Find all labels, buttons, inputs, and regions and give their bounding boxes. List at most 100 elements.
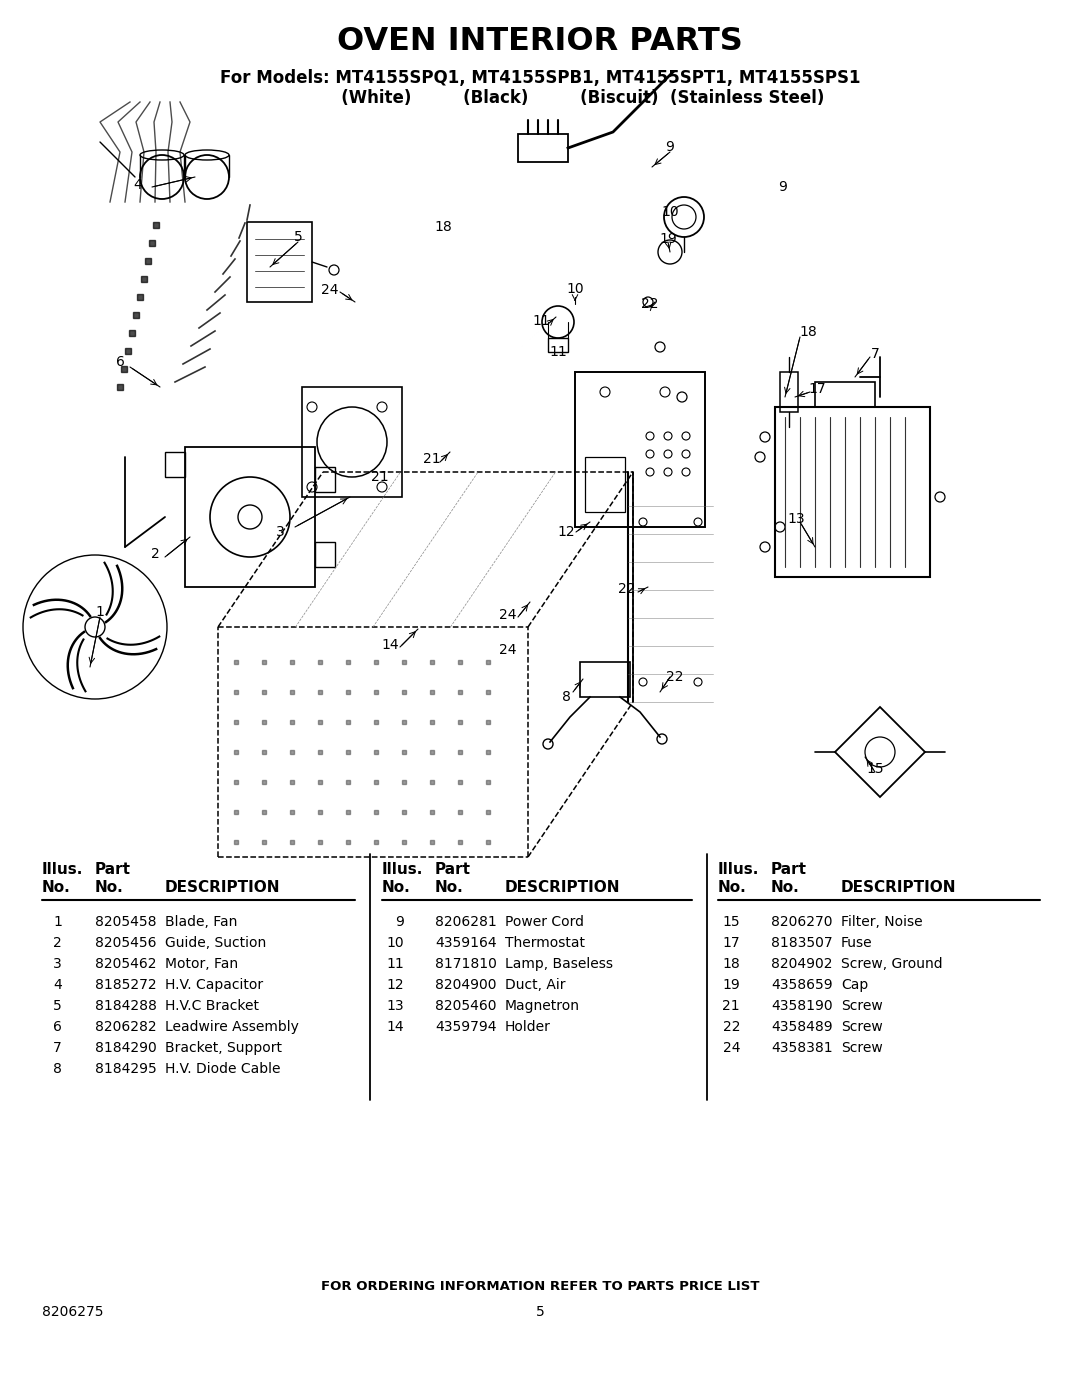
Text: 18: 18	[434, 219, 451, 235]
Text: 8: 8	[53, 1062, 62, 1076]
Text: Duct, Air: Duct, Air	[505, 978, 566, 992]
Bar	[585, 457, 625, 511]
Text: 8205462: 8205462	[95, 957, 157, 971]
Text: No.: No.	[718, 880, 746, 895]
Text: 17: 17	[808, 381, 826, 395]
Text: 8: 8	[562, 690, 570, 704]
Text: 8206275: 8206275	[42, 1305, 104, 1319]
Text: 8205460: 8205460	[435, 999, 497, 1013]
Text: 1: 1	[53, 915, 62, 929]
Bar	[247, 222, 312, 302]
Text: Illus.: Illus.	[42, 862, 83, 877]
Bar	[302, 387, 402, 497]
Text: Fuse: Fuse	[841, 936, 873, 950]
Text: 17: 17	[723, 936, 740, 950]
Text: 8206270: 8206270	[771, 915, 833, 929]
Text: 24: 24	[499, 643, 516, 657]
Text: H.V. Capacitor: H.V. Capacitor	[165, 978, 264, 992]
Text: Leadwire Assembly: Leadwire Assembly	[165, 1020, 299, 1034]
Text: 13: 13	[787, 511, 805, 527]
Text: 22: 22	[666, 671, 684, 685]
Text: No.: No.	[95, 880, 124, 895]
Text: Lamp, Baseless: Lamp, Baseless	[505, 957, 613, 971]
Text: Cap: Cap	[841, 978, 868, 992]
Text: (White)         (Black)         (Biscuit)  (Stainless Steel): (White) (Black) (Biscuit) (Stainless Ste…	[255, 89, 825, 108]
Bar	[815, 381, 875, 407]
Bar	[518, 134, 568, 162]
Text: 4358489: 4358489	[771, 1020, 833, 1034]
Text: Part: Part	[435, 862, 471, 877]
Text: Holder: Holder	[505, 1020, 551, 1034]
Text: 19: 19	[723, 978, 740, 992]
Text: 6: 6	[53, 1020, 62, 1034]
Text: Motor, Fan: Motor, Fan	[165, 957, 238, 971]
Text: 8185272: 8185272	[95, 978, 157, 992]
Text: 12: 12	[557, 525, 575, 539]
Text: 21: 21	[372, 469, 389, 483]
Text: 8204902: 8204902	[771, 957, 833, 971]
Text: 8205458: 8205458	[95, 915, 157, 929]
Text: 14: 14	[387, 1020, 404, 1034]
Text: 4358659: 4358659	[771, 978, 833, 992]
Text: 24: 24	[723, 1041, 740, 1055]
Text: No.: No.	[382, 880, 410, 895]
Text: 21: 21	[423, 453, 441, 467]
Text: Bracket, Support: Bracket, Support	[165, 1041, 282, 1055]
Text: 10: 10	[661, 205, 679, 219]
Text: H.V. Diode Cable: H.V. Diode Cable	[165, 1062, 281, 1076]
Bar	[575, 372, 705, 527]
Text: 22: 22	[723, 1020, 740, 1034]
Text: 22: 22	[642, 298, 659, 312]
Text: 5: 5	[53, 999, 62, 1013]
Text: Screw: Screw	[841, 1041, 882, 1055]
Text: No.: No.	[42, 880, 71, 895]
Text: 2: 2	[150, 548, 160, 562]
Text: For Models: MT4155SPQ1, MT4155SPB1, MT4155SPT1, MT4155SPS1: For Models: MT4155SPQ1, MT4155SPB1, MT41…	[219, 68, 861, 87]
Text: Part: Part	[95, 862, 131, 877]
Text: 11: 11	[387, 957, 404, 971]
Text: Power Cord: Power Cord	[505, 915, 584, 929]
Text: 15: 15	[723, 915, 740, 929]
Text: 4358381: 4358381	[771, 1041, 833, 1055]
Text: 21: 21	[723, 999, 740, 1013]
Text: 11: 11	[549, 345, 567, 359]
Bar	[580, 662, 630, 697]
Text: Illus.: Illus.	[718, 862, 759, 877]
Text: 8184288: 8184288	[95, 999, 157, 1013]
Text: Illus.: Illus.	[382, 862, 423, 877]
Text: 8184290: 8184290	[95, 1041, 157, 1055]
Text: Part: Part	[771, 862, 807, 877]
Text: Screw, Ground: Screw, Ground	[841, 957, 943, 971]
Text: 10: 10	[387, 936, 404, 950]
Bar	[775, 407, 930, 577]
Text: 8206282: 8206282	[95, 1020, 157, 1034]
Text: DESCRIPTION: DESCRIPTION	[505, 880, 621, 895]
Bar	[548, 338, 568, 352]
Text: 8204900: 8204900	[435, 978, 497, 992]
Text: DESCRIPTION: DESCRIPTION	[165, 880, 281, 895]
Text: 8206281: 8206281	[435, 915, 497, 929]
Text: 13: 13	[387, 999, 404, 1013]
Text: Filter, Noise: Filter, Noise	[841, 915, 922, 929]
Text: 12: 12	[387, 978, 404, 992]
Text: DESCRIPTION: DESCRIPTION	[841, 880, 957, 895]
Text: 11: 11	[532, 314, 550, 328]
Text: 1: 1	[95, 605, 105, 619]
Text: 18: 18	[799, 326, 816, 339]
Bar	[315, 467, 335, 492]
Text: 19: 19	[659, 232, 677, 246]
Text: 6: 6	[116, 355, 124, 369]
Text: 15: 15	[866, 761, 883, 775]
Text: Screw: Screw	[841, 1020, 882, 1034]
Text: Blade, Fan: Blade, Fan	[165, 915, 238, 929]
Text: 18: 18	[723, 957, 740, 971]
Text: 4359794: 4359794	[435, 1020, 497, 1034]
Text: 3: 3	[53, 957, 62, 971]
Text: Magnetron: Magnetron	[505, 999, 580, 1013]
Text: 22: 22	[618, 583, 636, 597]
Text: 8184295: 8184295	[95, 1062, 157, 1076]
Text: 9: 9	[779, 180, 787, 194]
Bar	[780, 372, 798, 412]
Text: 4: 4	[134, 177, 143, 191]
Text: 9: 9	[665, 140, 674, 154]
